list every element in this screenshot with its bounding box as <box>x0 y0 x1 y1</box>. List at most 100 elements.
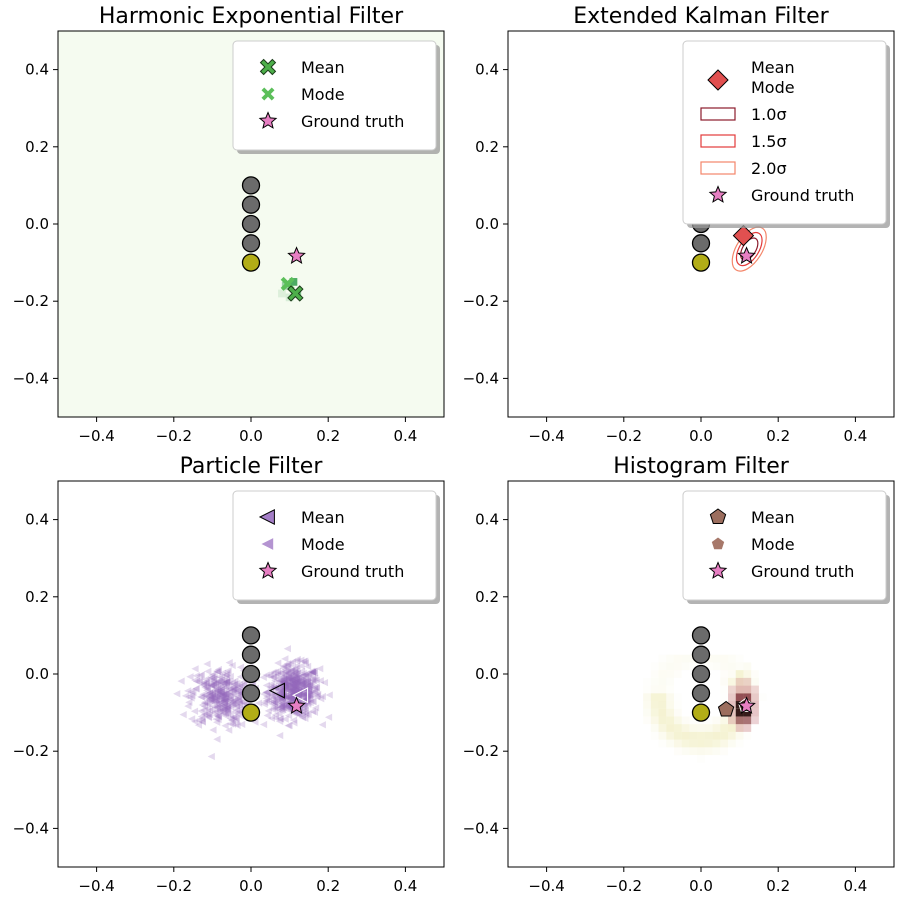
histogram-cell <box>658 739 667 748</box>
particle <box>232 720 240 728</box>
particle <box>283 663 291 671</box>
particle <box>306 690 315 699</box>
particle <box>305 692 313 700</box>
particle <box>215 707 224 715</box>
particle <box>276 693 285 701</box>
particle <box>290 690 298 698</box>
particle <box>291 679 299 687</box>
particle <box>205 707 214 715</box>
particle <box>222 692 230 700</box>
particle <box>277 707 285 715</box>
particle <box>221 697 229 705</box>
landmark-marker <box>241 645 261 664</box>
particle <box>223 669 231 677</box>
histogram-cell <box>712 747 721 756</box>
panel-1: −0.4 −0.2 0.0 0.2 0.4 −0.4 −0.2 0.0 0.2 0.4 Harmon… <box>13 4 445 445</box>
plot-area <box>643 626 759 756</box>
particle <box>202 694 210 702</box>
y-tick-label: 0.2 <box>25 588 49 606</box>
particle <box>298 679 307 687</box>
particle <box>214 690 222 698</box>
particle <box>194 721 203 729</box>
particle <box>298 676 306 684</box>
histogram-cell <box>704 662 713 671</box>
y-tick-label: 0.0 <box>25 665 49 683</box>
particle <box>207 695 215 703</box>
histogram-cell <box>743 677 752 686</box>
particle <box>277 702 286 710</box>
particle <box>210 703 218 711</box>
particle <box>236 690 244 698</box>
particle <box>231 685 239 693</box>
particle <box>275 685 284 694</box>
histogram-cell <box>650 716 659 725</box>
landmark-marker <box>691 234 711 253</box>
particle <box>231 707 239 715</box>
particle <box>218 669 227 677</box>
histogram-cell <box>697 724 705 732</box>
particle <box>204 685 212 693</box>
legend-box <box>682 490 887 601</box>
legend-mean-handle <box>258 508 275 526</box>
particle <box>211 699 219 707</box>
particle <box>288 686 296 694</box>
particle <box>210 675 218 684</box>
histogram-cell <box>735 685 744 694</box>
particle <box>209 681 217 690</box>
particle <box>301 692 309 700</box>
histogram-cell <box>650 708 659 717</box>
particle <box>292 662 301 670</box>
particle <box>301 657 309 665</box>
particle <box>221 710 229 718</box>
particle <box>213 703 221 711</box>
particle <box>208 671 216 679</box>
particle <box>298 680 307 688</box>
particle <box>222 679 230 687</box>
particle <box>288 677 296 685</box>
particle <box>277 697 285 705</box>
particle <box>297 662 305 670</box>
histogram-cell <box>743 662 752 671</box>
legend-label: Ground truth <box>301 562 404 581</box>
histogram-cell <box>673 747 682 756</box>
histogram-cell <box>728 739 736 748</box>
particle <box>212 696 220 705</box>
y-tick-label: −0.2 <box>463 292 499 310</box>
histogram-cell <box>666 654 674 663</box>
particle <box>301 709 309 717</box>
particle <box>200 710 208 718</box>
particle <box>218 695 226 703</box>
particle <box>281 692 289 700</box>
particle <box>303 691 311 699</box>
particle <box>291 682 299 690</box>
particle <box>289 676 297 684</box>
y-tick-label: 0.4 <box>25 61 49 79</box>
particle <box>269 673 277 681</box>
particle <box>271 668 279 676</box>
particle <box>217 688 225 696</box>
particle <box>277 687 286 695</box>
particle <box>233 687 241 695</box>
x-tick-label: 0.4 <box>393 877 417 895</box>
particle <box>314 690 322 698</box>
particle <box>312 704 320 712</box>
particle <box>208 693 216 702</box>
histogram-cell <box>751 693 759 702</box>
particle <box>205 700 213 708</box>
histogram-cell <box>728 654 736 663</box>
particle <box>220 697 228 706</box>
particle <box>289 682 297 690</box>
histogram-cell <box>650 701 659 709</box>
particle <box>301 706 309 715</box>
particle <box>304 710 312 719</box>
particle <box>270 705 279 713</box>
particle <box>201 691 209 699</box>
particle <box>208 690 216 698</box>
histogram-cell <box>666 731 674 740</box>
particle <box>203 692 211 700</box>
particle <box>277 677 285 685</box>
particle <box>272 694 281 702</box>
particle <box>287 675 296 684</box>
histogram-cell <box>728 716 736 725</box>
